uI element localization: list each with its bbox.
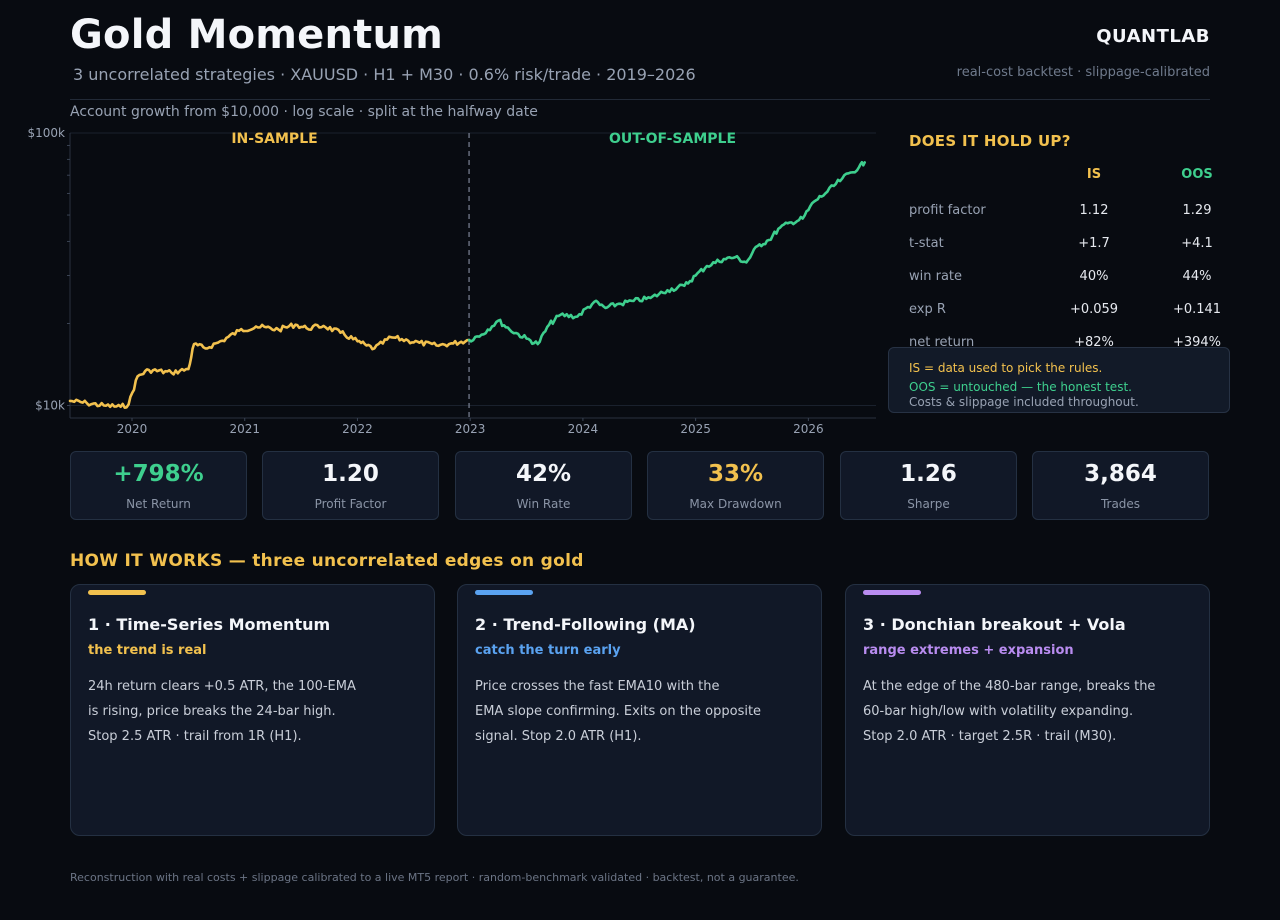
col-head-is: IS (1086, 167, 1102, 182)
strategy-card-momentum: 1 · Time-Series Momentum the trend is re… (70, 584, 435, 836)
stat-value: 3,864 (1084, 461, 1157, 487)
strategy-description-line: Stop 2.5 ATR · trail from 1R (H1). (88, 729, 302, 744)
row-metric: exp R (909, 302, 946, 317)
stat-value: +798% (113, 461, 204, 487)
page-subtitle: 3 uncorrelated strategies · XAUUSD · H1 … (73, 65, 696, 84)
x-tick-label: 2025 (680, 422, 711, 436)
strategy-description-line: Stop 2.0 ATR · target 2.5R · trail (M30)… (863, 729, 1117, 744)
out-of-sample-label: OUT-OF-SAMPLE (609, 131, 736, 147)
strategy-card-trend-following: 2 · Trend-Following (MA) catch the turn … (457, 584, 822, 836)
stat-label: Sharpe (907, 497, 950, 511)
strategy-description-line: At the edge of the 480-bar range, breaks… (863, 679, 1156, 694)
strategy-accent-bar (475, 590, 533, 595)
stat-card-profit-factor: 1.20 Profit Factor (262, 451, 439, 520)
x-tick-label: 2024 (568, 422, 599, 436)
section-title: HOW IT WORKS — three uncorrelated edges … (70, 551, 584, 571)
x-tick-label: 2026 (793, 422, 824, 436)
chart-ticks (67, 144, 809, 421)
row-oos-value: +394% (1172, 335, 1222, 350)
strategy-description-line: Price crosses the fast EMA10 with the (475, 679, 720, 694)
row-oos-value: +4.1 (1181, 236, 1213, 251)
note-oos: OOS = untouched — the honest test. (909, 380, 1132, 394)
stat-value: 42% (515, 461, 572, 487)
brand-logo: QUANTLAB (1096, 26, 1210, 47)
table-row: t-stat +1.7 +4.1 (909, 236, 1229, 256)
row-metric: profit factor (909, 203, 986, 218)
in-sample-label: IN-SAMPLE (231, 131, 317, 147)
stat-value: 1.26 (900, 461, 957, 487)
row-oos-value: 44% (1182, 269, 1212, 284)
strategy-tagline: the trend is real (88, 643, 207, 658)
strategy-tagline: catch the turn early (475, 643, 621, 658)
y-tick-label: $100k (28, 126, 66, 140)
chart-caption: Account growth from $10,000 · log scale … (70, 104, 538, 120)
table-row: profit factor 1.12 1.29 (909, 203, 1229, 223)
col-head-oos: OOS (1181, 167, 1213, 182)
x-tick-label: 2023 (455, 422, 486, 436)
stat-label: Win Rate (516, 497, 571, 511)
stat-card-win-rate: 42% Win Rate (455, 451, 632, 520)
row-oos-value: +0.141 (1172, 302, 1222, 317)
stat-card-max-drawdown: 33% Max Drawdown (647, 451, 824, 520)
panel-title: DOES IT HOLD UP? (909, 132, 1071, 150)
stat-label: Max Drawdown (689, 497, 782, 511)
stat-label: Trades (1100, 497, 1141, 511)
y-tick-label: $10k (35, 399, 65, 413)
strategy-description-line: 60-bar high/low with volatility expandin… (863, 704, 1134, 719)
row-metric: net return (909, 335, 975, 350)
stat-value: 1.20 (322, 461, 379, 487)
header-divider (70, 99, 1210, 100)
table-row: net return +82% +394% (909, 335, 1229, 355)
brand-subtitle: real-cost backtest · slippage-calibrated (956, 65, 1210, 80)
row-is-value: 40% (1079, 269, 1109, 284)
page-title: Gold Momentum (70, 12, 444, 58)
strategy-description-line: 24h return clears +0.5 ATR, the 100-EMA (88, 679, 356, 694)
strategy-name: 2 · Trend-Following (MA) (475, 615, 696, 634)
stat-label: Profit Factor (314, 497, 387, 511)
strategy-accent-bar (863, 590, 921, 595)
strategy-name: 1 · Time-Series Momentum (88, 615, 331, 634)
legend-note-box: IS = data used to pick the rules. OOS = … (888, 347, 1230, 413)
x-tick-label: 2021 (229, 422, 260, 436)
table-row: win rate 40% 44% (909, 269, 1229, 289)
chart-frame (69, 132, 876, 419)
stat-label: Net Return (126, 497, 191, 511)
strategy-tagline: range extremes + expansion (863, 643, 1074, 658)
footer-disclaimer: Reconstruction with real costs + slippag… (70, 871, 799, 884)
note-is: IS = data used to pick the rules. (909, 361, 1103, 375)
strategy-card-donchian: 3 · Donchian breakout + Vola range extre… (845, 584, 1210, 836)
table-row: exp R +0.059 +0.141 (909, 302, 1229, 322)
row-is-value: 1.12 (1079, 203, 1109, 218)
note-costs: Costs & slippage included throughout. (909, 395, 1139, 409)
stat-value: 33% (707, 461, 764, 487)
strategy-accent-bar (88, 590, 146, 595)
row-metric: win rate (909, 269, 963, 284)
chart-labels: $10k $100k 2020 2021 2022 2023 2024 2025 2026 IN-… (28, 126, 824, 436)
row-is-value: +82% (1074, 335, 1114, 350)
strategy-description-line: is rising, price breaks the 24-bar high. (88, 704, 336, 719)
row-is-value: +1.7 (1078, 236, 1110, 251)
in-sample-equity-line (68, 322, 471, 409)
row-metric: t-stat (909, 236, 944, 251)
stat-card-trades: 3,864 Trades (1032, 451, 1209, 520)
x-tick-label: 2022 (342, 422, 373, 436)
strategy-name: 3 · Donchian breakout + Vola (863, 615, 1126, 634)
out-of-sample-equity-line (467, 160, 866, 346)
strategy-description-line: signal. Stop 2.0 ATR (H1). (475, 729, 642, 744)
strategy-description-line: EMA slope confirming. Exits on the oppos… (475, 704, 762, 719)
x-tick-label: 2020 (117, 422, 148, 436)
row-oos-value: 1.29 (1182, 203, 1212, 218)
stat-card-net-return: +798% Net Return (70, 451, 247, 520)
row-is-value: +0.059 (1069, 302, 1119, 317)
stat-card-sharpe: 1.26 Sharpe (840, 451, 1017, 520)
equity-chart: $10k $100k 2020 2021 2022 2023 2024 2025 2026 IN-… (28, 126, 876, 436)
chart-lines (68, 160, 866, 409)
